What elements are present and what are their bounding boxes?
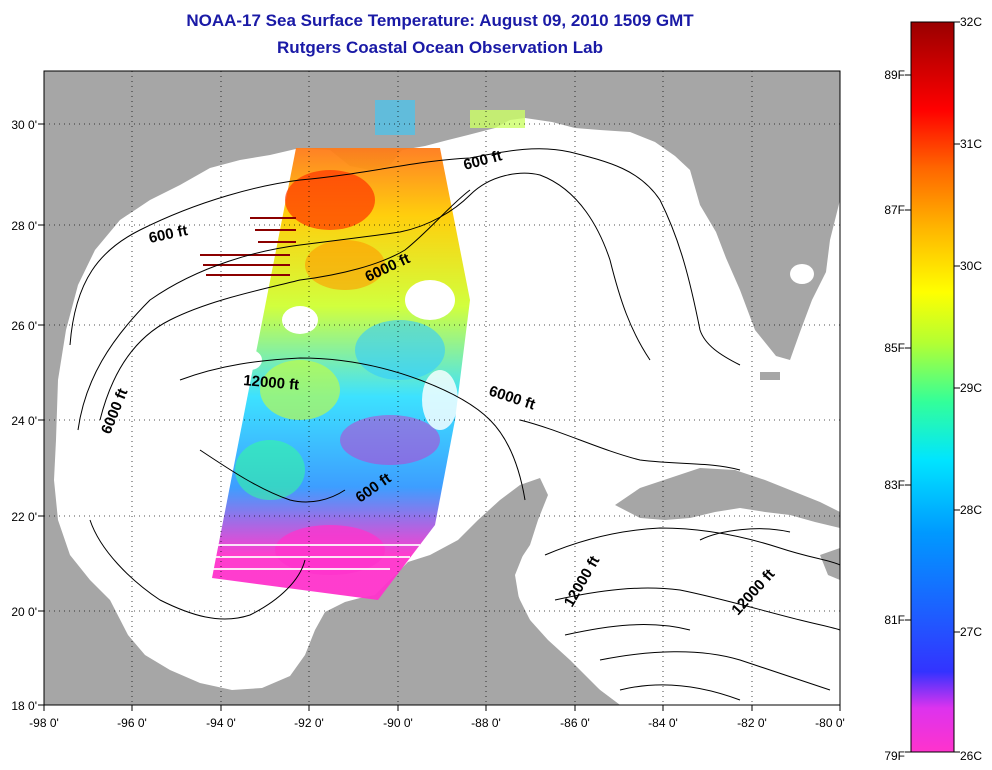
colorbar-f-label: 81F [884,613,905,627]
colorbar-gradient [910,21,955,753]
y-tick-label: 20 0' [11,605,37,619]
x-tick-label: -90 0' [383,716,413,730]
depth-contours [69,148,840,701]
x-tick-label: -94 0' [206,716,236,730]
y-tick-label: 22 0' [11,510,37,524]
land-caribbean [820,548,840,580]
graticule [44,71,840,705]
map-subtitle: Rutgers Coastal Ocean Observation Lab [277,38,603,57]
x-tick-label: -80 0' [815,716,845,730]
y-tick-label: 30 0' [11,118,37,132]
colorbar: 32C 31C 30C 29C 28C 27C 26C 89F 87F 85F … [884,15,982,763]
colorbar-c-label: 26C [960,749,982,763]
colorbar-f-label: 79F [884,749,905,763]
x-tick-label: -86 0' [560,716,590,730]
x-tick-label: -82 0' [737,716,767,730]
x-tick-label: -92 0' [294,716,324,730]
x-tick-label: -84 0' [648,716,678,730]
y-tick-label: 26 0' [11,319,37,333]
colorbar-f-label: 89F [884,68,905,82]
land-keys [760,372,780,380]
land-cuba [615,468,840,528]
x-tick-label: -96 0' [117,716,147,730]
colorbar-c-label: 32C [960,15,982,29]
colorbar-c-label: 31C [960,137,982,151]
lake-okeechobee [790,264,814,284]
axis-ticks [38,123,841,711]
y-tick-label: 28 0' [11,219,37,233]
colorbar-c-label: 29C [960,381,982,395]
colorbar-f-label: 85F [884,341,905,355]
x-axis-labels: -98 0' -96 0' -94 0' -92 0' -90 0' -88 0… [29,716,845,730]
y-tick-label: 18 0' [11,699,37,713]
colorbar-f-label: 87F [884,203,905,217]
colorbar-c-label: 30C [960,259,982,273]
y-axis-labels: 18 0' 20 0' 22 0' 24 0' 26 0' 28 0' 30 0… [11,118,37,713]
colorbar-c-label: 28C [960,503,982,517]
x-tick-label: -98 0' [29,716,59,730]
colorbar-c-label: 27C [960,625,982,639]
map-title: NOAA-17 Sea Surface Temperature: August … [186,11,694,30]
y-tick-label: 24 0' [11,414,37,428]
x-tick-label: -88 0' [471,716,501,730]
colorbar-f-label: 83F [884,478,905,492]
land-yucatan [370,480,620,705]
sst-swath [200,100,525,600]
contour-label: 12000 ft [243,372,300,394]
